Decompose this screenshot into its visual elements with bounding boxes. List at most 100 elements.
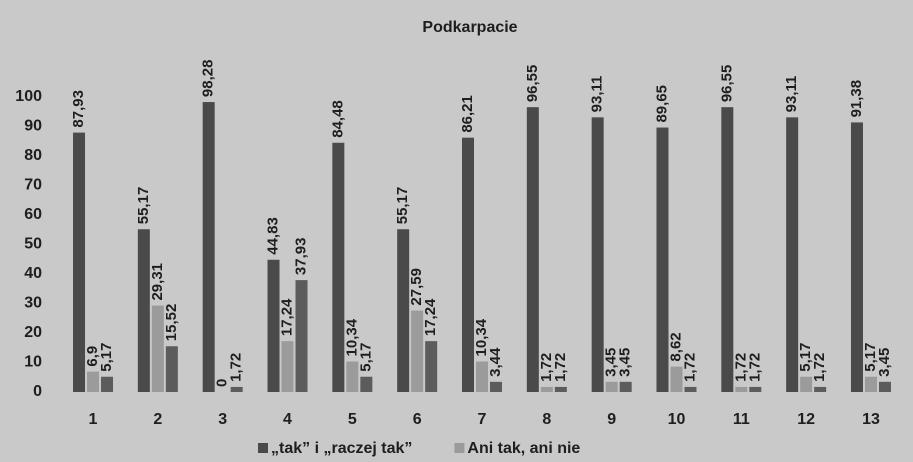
data-label: 93,11 bbox=[783, 76, 800, 113]
data-label: 5,17 bbox=[98, 343, 115, 372]
data-label: 15,52 bbox=[163, 304, 180, 342]
data-label: 1,72 bbox=[681, 353, 698, 382]
bar bbox=[397, 229, 410, 392]
chart-title: Podkarpacie bbox=[422, 19, 517, 36]
bar bbox=[332, 142, 345, 392]
y-tick-label: 30 bbox=[24, 295, 42, 312]
x-tick-label: 10 bbox=[668, 411, 686, 428]
data-label: 1,72 bbox=[538, 353, 555, 382]
bar bbox=[814, 386, 827, 392]
y-tick-label: 40 bbox=[24, 265, 42, 282]
bar bbox=[721, 107, 734, 393]
x-tick-label: 4 bbox=[283, 411, 292, 428]
y-tick-label: 100 bbox=[15, 88, 42, 105]
y-tick-label: 50 bbox=[24, 236, 42, 253]
data-label: 5,17 bbox=[357, 343, 374, 372]
bar bbox=[490, 381, 502, 392]
x-tick-label: 6 bbox=[413, 411, 422, 428]
bar bbox=[165, 346, 178, 392]
y-tick-label: 10 bbox=[24, 354, 42, 371]
data-label: 3,45 bbox=[617, 348, 634, 377]
y-tick-label: 90 bbox=[24, 118, 42, 135]
bar bbox=[346, 361, 359, 392]
bar bbox=[656, 127, 669, 392]
x-tick-label: 7 bbox=[478, 411, 487, 428]
x-tick-label: 2 bbox=[153, 411, 162, 428]
data-label: 44,83 bbox=[264, 217, 281, 255]
x-tick-label: 1 bbox=[89, 411, 98, 428]
data-label: 1,72 bbox=[732, 353, 749, 382]
y-tick-label: 20 bbox=[24, 324, 42, 341]
data-label: 55,17 bbox=[394, 187, 411, 225]
bar bbox=[360, 376, 373, 392]
bar bbox=[101, 376, 114, 392]
data-label: 1,72 bbox=[746, 353, 763, 382]
x-tick-label: 11 bbox=[733, 411, 750, 428]
data-label: 89,65 bbox=[653, 85, 670, 123]
data-label: 91,38 bbox=[848, 80, 865, 118]
legend-label: „tak” i „raczej tak” bbox=[271, 440, 412, 457]
data-label: 5,17 bbox=[862, 343, 879, 372]
bar bbox=[864, 376, 877, 392]
bar bbox=[295, 280, 308, 392]
legend-swatch bbox=[454, 443, 465, 453]
bar bbox=[137, 229, 150, 392]
data-label: 8,62 bbox=[667, 332, 684, 361]
data-label: 3,44 bbox=[487, 347, 504, 377]
bar bbox=[850, 122, 863, 392]
x-tick-label: 8 bbox=[542, 411, 551, 428]
bar bbox=[554, 386, 567, 392]
bar bbox=[735, 386, 748, 392]
bar bbox=[749, 386, 762, 392]
bar bbox=[526, 107, 539, 393]
data-label: 1,72 bbox=[811, 353, 828, 382]
bar bbox=[540, 386, 553, 392]
data-label: 3,45 bbox=[876, 348, 893, 377]
bar bbox=[151, 305, 164, 392]
data-label: 84,48 bbox=[329, 100, 346, 138]
bar bbox=[281, 341, 294, 392]
bar bbox=[476, 361, 488, 392]
bar bbox=[786, 117, 799, 392]
x-tick-label: 13 bbox=[862, 411, 880, 428]
data-label: 87,93 bbox=[70, 90, 87, 128]
data-label: 6,9 bbox=[84, 346, 101, 367]
y-tick-label: 60 bbox=[24, 206, 42, 223]
data-label: 17,24 bbox=[278, 298, 295, 336]
bar bbox=[591, 117, 604, 392]
bar bbox=[462, 137, 474, 392]
x-tick-label: 3 bbox=[218, 411, 227, 428]
bar bbox=[670, 366, 683, 392]
data-label: 5,17 bbox=[797, 343, 814, 372]
x-tick-label: 12 bbox=[797, 411, 815, 428]
bar bbox=[73, 132, 86, 392]
bar bbox=[87, 371, 100, 392]
x-tick-label: 5 bbox=[348, 411, 357, 428]
bar bbox=[800, 376, 813, 392]
data-label: 1,72 bbox=[552, 353, 569, 382]
data-label: 3,45 bbox=[603, 348, 620, 377]
x-tick-label: 9 bbox=[607, 411, 616, 428]
data-label: 37,93 bbox=[292, 238, 309, 276]
bar bbox=[425, 341, 438, 392]
bar bbox=[619, 381, 632, 392]
data-label: 86,21 bbox=[459, 95, 476, 133]
bar bbox=[878, 381, 891, 392]
bar bbox=[684, 386, 697, 392]
data-label: 98,28 bbox=[200, 60, 217, 98]
bar bbox=[267, 259, 280, 392]
y-tick-label: 80 bbox=[24, 147, 42, 164]
data-label: 29,31 bbox=[149, 263, 166, 301]
bar bbox=[230, 386, 243, 392]
data-label: 96,55 bbox=[718, 65, 735, 103]
bar bbox=[605, 381, 618, 392]
y-tick-label: 70 bbox=[24, 177, 42, 194]
bar bbox=[202, 102, 215, 392]
legend-label: Ani tak, ani nie bbox=[467, 440, 580, 457]
data-label: 10,34 bbox=[343, 318, 360, 356]
bar bbox=[411, 310, 424, 392]
data-label: 10,34 bbox=[473, 318, 490, 356]
data-label: 1,72 bbox=[228, 353, 245, 382]
data-label: 17,24 bbox=[422, 298, 439, 336]
